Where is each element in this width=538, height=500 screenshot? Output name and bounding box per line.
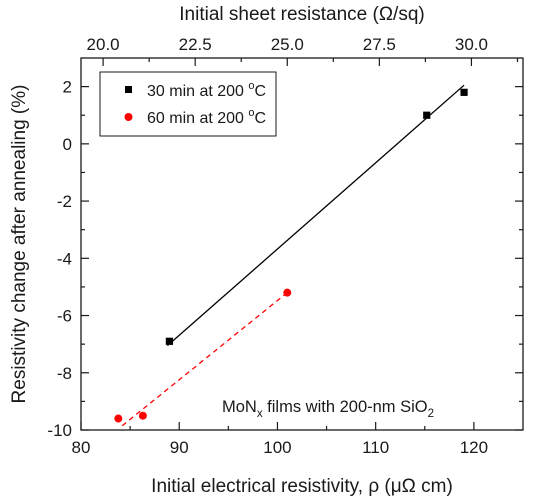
y-tick-label: -10 (47, 421, 72, 440)
x-tick-label: 110 (362, 438, 389, 457)
data-point-60min (283, 288, 292, 297)
x2-tick-label: 30.0 (455, 35, 488, 54)
fit-lines (121, 84, 465, 427)
data-point-30min (423, 111, 431, 119)
legend-label-30min-degree: o (248, 80, 254, 92)
x2-axis-title: Initial sheet resistance (Ω/sq) (179, 4, 424, 25)
legend-marker-60min (124, 113, 133, 121)
annotation-middle: films with 200-nm SiO (263, 398, 428, 416)
legend-label-60min: 60 min at 200 oC (147, 107, 266, 127)
data-point-60min (138, 411, 147, 420)
tick-labels: 80 90 100 110 120 2 0 -2 -4 -6 -8 -10 20.0 22.5 25.0 27… (47, 35, 488, 457)
legend-label-60min-degree: o (248, 107, 254, 119)
x2-tick-label: 22.5 (179, 35, 212, 54)
x-tick-label: 120 (460, 438, 488, 457)
annotation-sub-2: 2 (428, 408, 434, 420)
legend-frame (99, 71, 277, 137)
x2-tick-label: 20.0 (87, 35, 120, 54)
x2-tick-label: 27.5 (363, 35, 396, 54)
y-tick-label: 2 (63, 78, 72, 97)
data-point-30min (460, 88, 468, 96)
x2-tick-label: 25.0 (271, 35, 304, 54)
y-tick-label: -8 (57, 364, 72, 383)
legend: 30 min at 200 oC 60 min at 200 oC (99, 71, 277, 137)
annotation-main: MoN (222, 398, 257, 416)
legend-label-60min-unit: C (255, 110, 267, 127)
axis-ticks (80, 58, 523, 431)
data-point-30min (165, 337, 173, 345)
y-tick-label: 0 (63, 135, 72, 154)
y-tick-label: -2 (57, 192, 72, 211)
x-tick-label: 100 (263, 438, 291, 457)
fit-line-series-0 (167, 84, 465, 347)
legend-marker-30min (125, 86, 132, 93)
plot-area-frame (80, 57, 524, 431)
legend-label-30min-unit: C (255, 83, 267, 100)
annotation-sub-x: x (257, 408, 263, 420)
legend-label-30min: 30 min at 200 oC (147, 80, 266, 100)
x-axis-title: Initial electrical resistivity, ρ (μΩ cm… (151, 476, 453, 497)
y-tick-label: -4 (57, 249, 72, 268)
legend-label-60min-text: 60 min at 200 (147, 110, 248, 127)
x-tick-label: 80 (72, 438, 91, 457)
data-markers (114, 88, 468, 423)
legend-label-30min-text: 30 min at 200 (147, 83, 248, 100)
y-tick-label: -6 (57, 307, 72, 326)
y-axis-title: Resistivity change after annealing (%) (9, 85, 30, 404)
annotation: MoNx films with 200-nm SiO2 (222, 398, 434, 420)
x-tick-label: 90 (170, 438, 189, 457)
data-point-60min (114, 414, 123, 423)
